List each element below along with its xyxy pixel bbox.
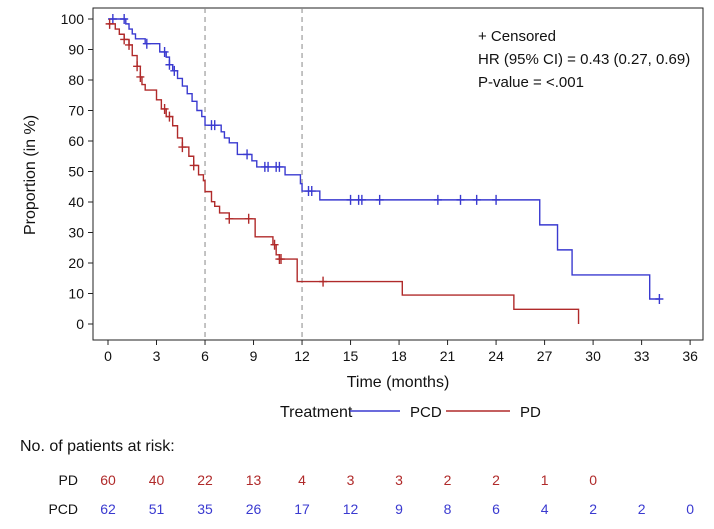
censor-mark-pd [136, 71, 145, 82]
risk-row-label: PD [59, 472, 78, 488]
risk-count: 3 [347, 472, 355, 488]
censor-mark-pd [244, 213, 253, 224]
censor-mark-pd [270, 239, 279, 250]
censor-mark-pd [178, 142, 187, 153]
x-tick-label: 0 [104, 348, 112, 364]
censor-mark-pcd [170, 65, 179, 76]
censor-mark-pcd [264, 161, 273, 172]
y-tick-label: 70 [68, 103, 84, 119]
risk-count: 6 [492, 501, 500, 517]
risk-count: 2 [589, 501, 597, 517]
risk-count: 3 [395, 472, 403, 488]
censor-mark-pcd [142, 38, 151, 49]
censor-mark-pd [189, 160, 198, 171]
y-tick-label: 50 [68, 164, 84, 180]
censor-mark-pd [319, 276, 328, 287]
y-tick-label: 10 [68, 286, 84, 302]
y-axis-title: Proportion (in %) [22, 115, 39, 235]
risk-count: 2 [492, 472, 500, 488]
plot-frame [92, 7, 704, 341]
risk-count: 51 [149, 501, 165, 517]
censor-mark-pcd [472, 194, 481, 205]
risk-count: 8 [444, 501, 452, 517]
risk-count: 2 [444, 472, 452, 488]
risk-count: 17 [294, 501, 310, 517]
y-tick-label: 100 [61, 11, 85, 27]
x-tick-label: 33 [634, 348, 650, 364]
x-tick-label: 27 [537, 348, 553, 364]
x-tick-label: 15 [343, 348, 359, 364]
risk-count: 4 [298, 472, 306, 488]
y-tick-label: 40 [68, 194, 84, 210]
risk-count: 40 [149, 472, 165, 488]
risk-count: 26 [246, 501, 262, 517]
censor-mark-pd [165, 111, 174, 122]
x-tick-label: 24 [488, 348, 504, 364]
x-tick-label: 21 [440, 348, 456, 364]
legend-label-pd: PD [520, 404, 541, 421]
censor-mark-pcd [492, 194, 501, 205]
censor-mark-pd [120, 34, 129, 45]
risk-count: 4 [541, 501, 549, 517]
risk-count: 0 [589, 472, 597, 488]
risk-table-title: No. of patients at risk: [20, 438, 175, 455]
risk-count: 13 [246, 472, 262, 488]
censor-mark-pcd [275, 161, 284, 172]
censor-mark-pcd [357, 194, 366, 205]
censor-mark-pcd [165, 59, 174, 70]
risk-count: 2 [638, 501, 646, 517]
censor-mark-pcd [307, 186, 316, 197]
risk-count: 22 [197, 472, 213, 488]
risk-count: 62 [100, 501, 116, 517]
km-curve-pd [108, 23, 580, 324]
y-tick-label: 90 [68, 42, 84, 58]
x-tick-label: 3 [153, 348, 161, 364]
censor-mark-pcd [346, 194, 355, 205]
y-tick-label: 20 [68, 255, 84, 271]
risk-count: 12 [343, 501, 359, 517]
risk-count: 60 [100, 472, 116, 488]
legend: Treatment PCD PD [280, 404, 541, 421]
risk-count: 9 [395, 501, 403, 517]
censor-mark-pd [133, 61, 142, 72]
censor-mark-pd [225, 213, 234, 224]
annotation: HR (95% CI) = 0.43 (0.27, 0.69) [478, 51, 690, 68]
annotation: P-value = <.001 [478, 74, 584, 91]
risk-count: 1 [541, 472, 549, 488]
annotation: + Censored [478, 28, 556, 45]
y-tick-label: 0 [76, 316, 84, 332]
censor-mark-pcd [120, 14, 129, 24]
x-axis-title: Time (months) [347, 374, 450, 391]
censor-mark-pcd [160, 46, 169, 57]
censor-mark-pd [105, 18, 114, 29]
risk-count: 0 [686, 501, 694, 517]
risk-row-label: PCD [48, 501, 78, 517]
censor-mark-pd [160, 103, 169, 114]
censor-mark-pcd [375, 194, 384, 205]
censor-mark-pcd [243, 149, 252, 160]
risk-count: 35 [197, 501, 213, 517]
x-tick-label: 30 [585, 348, 601, 364]
censor-mark-pd [277, 254, 286, 265]
x-tick-label: 12 [294, 348, 310, 364]
y-tick-label: 60 [68, 133, 84, 149]
x-tick-label: 18 [391, 348, 407, 364]
legend-title: Treatment [280, 404, 353, 421]
censor-mark-pcd [210, 120, 219, 131]
x-tick-label: 9 [250, 348, 258, 364]
censor-mark-pcd [655, 293, 664, 304]
censor-mark-pcd [456, 194, 465, 205]
x-tick-label: 36 [682, 348, 698, 364]
censor-mark-pd [125, 39, 134, 50]
y-tick-label: 80 [68, 72, 84, 88]
legend-label-pcd: PCD [410, 404, 442, 421]
censor-mark-pcd [433, 194, 442, 205]
y-tick-label: 30 [68, 225, 84, 241]
x-tick-label: 6 [201, 348, 209, 364]
